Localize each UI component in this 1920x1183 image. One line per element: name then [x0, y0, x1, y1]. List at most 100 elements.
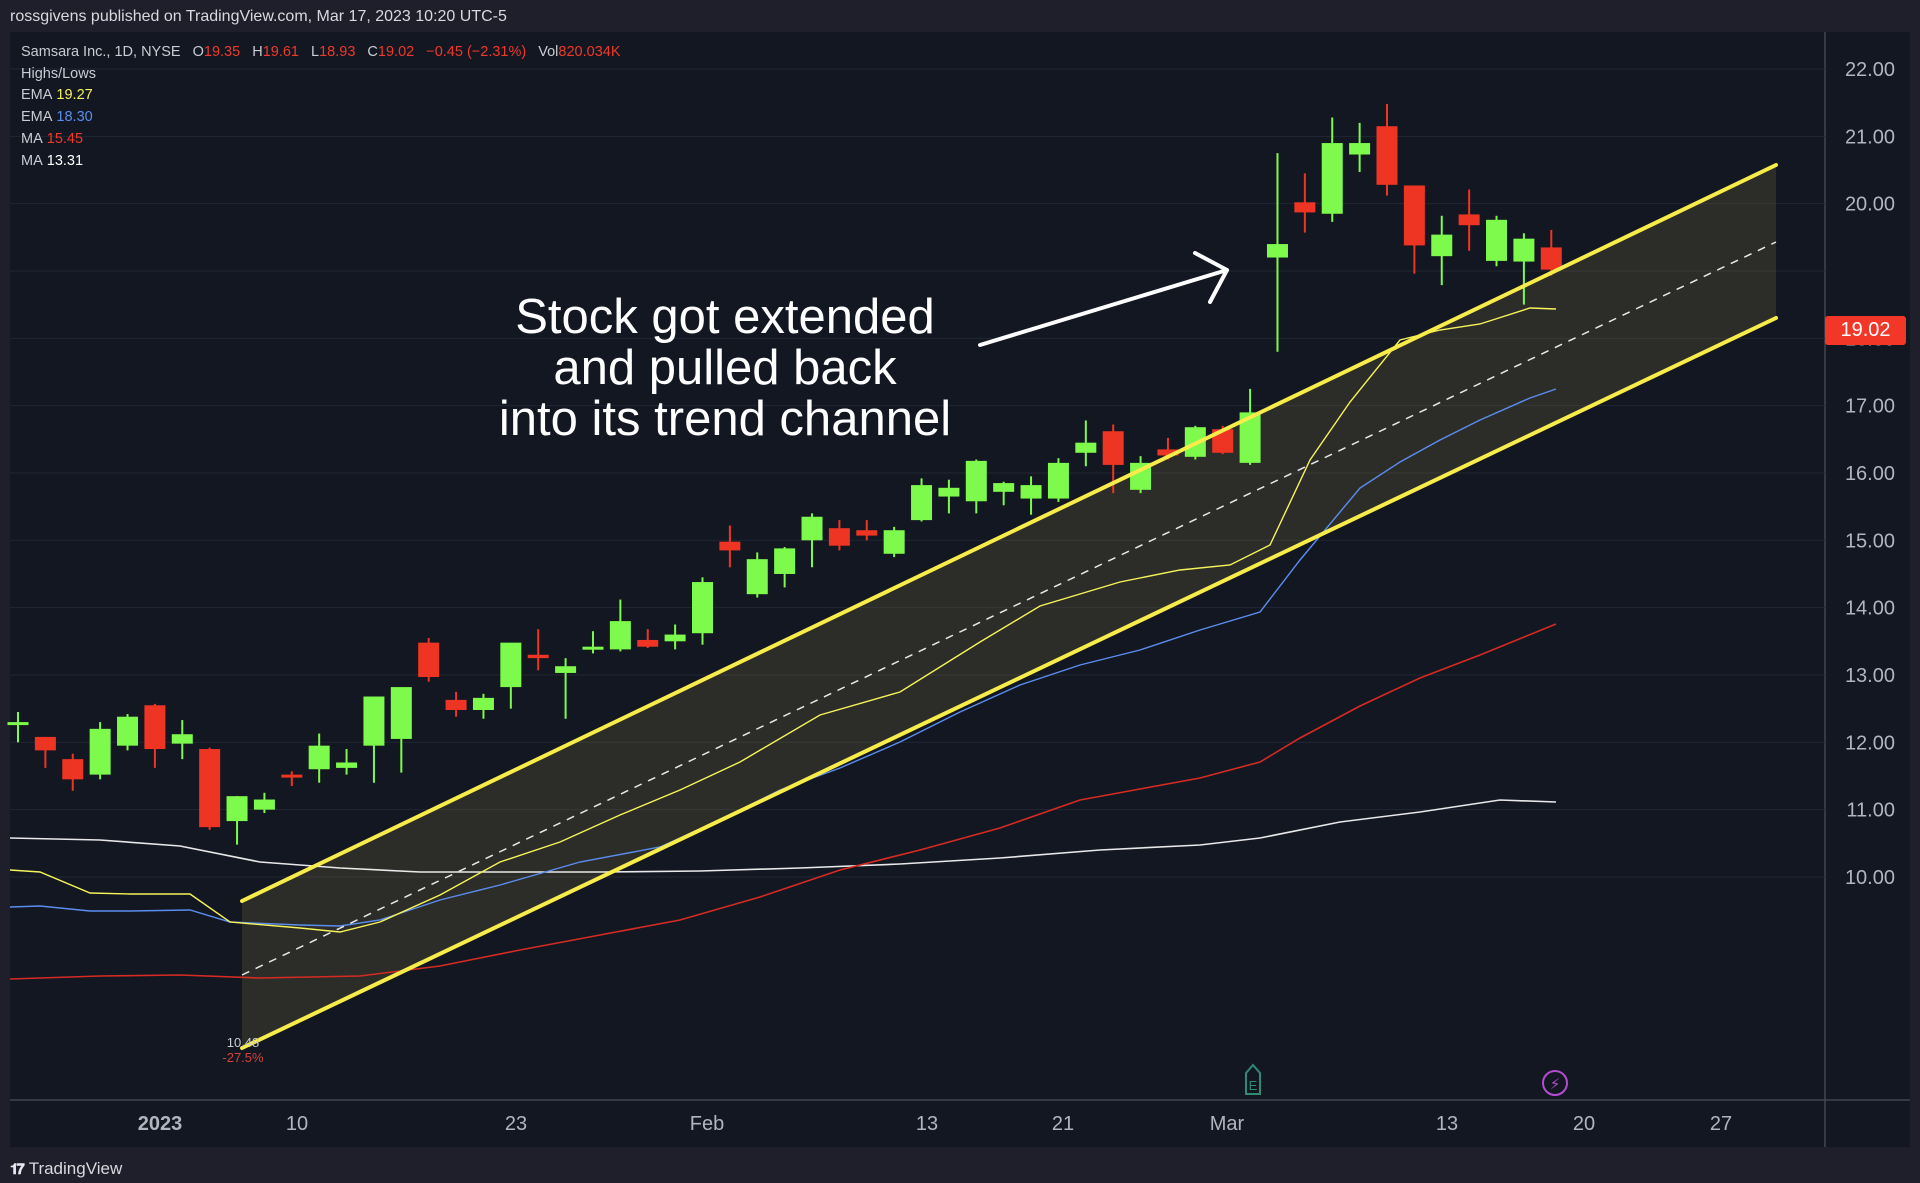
candle-bullish[interactable]: [801, 513, 823, 568]
channel-upper-line[interactable]: [240, 163, 1778, 903]
candle-bearish[interactable]: [445, 691, 467, 717]
candle-bullish[interactable]: [1486, 215, 1508, 267]
candle-bullish[interactable]: [1431, 215, 1453, 286]
candle-bearish[interactable]: [1458, 189, 1480, 251]
candle-bullish[interactable]: [1321, 117, 1343, 222]
candle-bullish[interactable]: [363, 696, 385, 783]
time-tick-label: 13: [916, 1113, 938, 1135]
time-tick-label: Mar: [1210, 1113, 1245, 1135]
candle-bullish[interactable]: [1047, 458, 1069, 502]
candle-bullish[interactable]: [938, 479, 960, 514]
candle-bullish[interactable]: [1349, 122, 1371, 173]
chart-legend: Samsara Inc., 1D, NYSE O19.35 H19.61 L18…: [21, 42, 629, 172]
legend-ohlc-row[interactable]: Samsara Inc., 1D, NYSE O19.35 H19.61 L18…: [21, 42, 629, 64]
candle-bearish[interactable]: [719, 525, 741, 568]
candle-bullish[interactable]: [171, 720, 193, 760]
candle-bearish[interactable]: [281, 771, 303, 787]
price-tick-label: 15.00: [1845, 530, 1895, 552]
candle-bullish[interactable]: [89, 722, 111, 780]
candle-bullish[interactable]: [664, 624, 686, 650]
earnings-event-icon[interactable]: [1245, 1063, 1261, 1095]
candle-bearish[interactable]: [1540, 229, 1562, 276]
candle-bullish[interactable]: [336, 749, 358, 775]
candle-bullish[interactable]: [117, 714, 139, 751]
candle-bullish[interactable]: [1239, 388, 1261, 465]
candle-bullish[interactable]: [555, 658, 577, 719]
candle-bullish[interactable]: [1266, 153, 1288, 352]
arrow-annotation[interactable]: [978, 268, 1229, 347]
candle-bullish[interactable]: [472, 693, 494, 719]
candle-bearish[interactable]: [637, 629, 659, 649]
candle-bullish[interactable]: [1130, 456, 1152, 494]
price-tick-label: 17.00: [1845, 396, 1895, 418]
channel-lower-line[interactable]: [240, 316, 1778, 1050]
candle-bullish[interactable]: [253, 792, 275, 813]
candle-bearish[interactable]: [527, 629, 549, 671]
candle-bullish[interactable]: [911, 478, 933, 522]
candle-bearish[interactable]: [62, 753, 84, 791]
time-tick-label: 27: [1710, 1113, 1732, 1135]
candle-bearish[interactable]: [144, 703, 166, 768]
candle-bullish[interactable]: [609, 599, 631, 652]
arrow-head-icon: [1193, 251, 1229, 304]
time-axis[interactable]: [10, 1100, 1910, 1147]
legend-high: H19.61: [252, 44, 299, 60]
time-tick-label: 13: [1436, 1113, 1458, 1135]
candle-bullish[interactable]: [308, 733, 330, 783]
channel-fill: [242, 165, 1776, 1048]
price-tick-label: 20.00: [1845, 194, 1895, 216]
candle-bullish[interactable]: [993, 481, 1015, 506]
last-price-tag: 19.02: [1825, 316, 1906, 345]
lightning-event-icon[interactable]: [1542, 1070, 1568, 1096]
candle-bearish[interactable]: [856, 520, 878, 541]
candle-bullish[interactable]: [582, 631, 604, 654]
candle-bullish[interactable]: [774, 547, 796, 588]
candle-bearish[interactable]: [828, 520, 850, 551]
price-axis[interactable]: [1825, 32, 1910, 1100]
channel-midline[interactable]: [241, 241, 1777, 976]
candle-bullish[interactable]: [965, 459, 987, 514]
tradingview-logo[interactable]: 𝟏𝟕 TradingView: [10, 1158, 122, 1180]
candle-bullish[interactable]: [746, 552, 768, 598]
time-tick-label: 23: [505, 1113, 527, 1135]
legend-low: L18.93: [311, 44, 356, 60]
price-tick-label: 13.00: [1845, 665, 1895, 687]
legend-ema-fast[interactable]: EMA 19.27: [21, 87, 93, 104]
legend-ma-long[interactable]: MA 13.31: [21, 152, 84, 169]
candle-bullish[interactable]: [390, 687, 412, 773]
candle-bullish[interactable]: [1513, 233, 1535, 305]
candle-bearish[interactable]: [1294, 173, 1316, 233]
tradingview-brand: TradingView: [28, 1159, 123, 1178]
candle-bullish[interactable]: [500, 642, 522, 709]
candle-bullish[interactable]: [7, 712, 29, 743]
candle-bearish[interactable]: [418, 637, 440, 682]
publisher-header: rossgivens published on TradingView.com,…: [10, 8, 507, 25]
candle-bullish[interactable]: [1020, 476, 1042, 515]
legend-symbol[interactable]: Samsara Inc., 1D, NYSE: [21, 44, 181, 60]
candle-bearish[interactable]: [1403, 185, 1425, 274]
legend-ma-mid[interactable]: MA 15.45: [21, 130, 84, 147]
chart-text-annotation[interactable]: Stock got extended and pulled back into …: [498, 290, 952, 446]
legend-highs-lows[interactable]: Highs/Lows: [21, 65, 96, 82]
legend-volume: Vol820.034K: [538, 44, 621, 60]
ma-mid-line: [9, 623, 1557, 980]
candle-bearish[interactable]: [1376, 104, 1398, 196]
price-tick-label: 22.00: [1845, 59, 1895, 81]
candle-bearish[interactable]: [199, 747, 221, 830]
ema-fast-line: [9, 307, 1557, 933]
candle-bullish[interactable]: [1075, 420, 1097, 467]
candle-bullish[interactable]: [226, 796, 248, 845]
time-tick-label: 2023: [138, 1113, 183, 1135]
ma-long-line: [9, 799, 1557, 873]
plot-area[interactable]: [10, 32, 1825, 1100]
candle-bullish[interactable]: [883, 526, 905, 558]
legend-ema-slow[interactable]: EMA 18.30: [21, 109, 93, 126]
legend-change: −0.45 (−2.31%): [426, 44, 527, 60]
price-tick-label: 10.00: [1845, 867, 1895, 889]
price-tick-label: 11.00: [1846, 800, 1895, 822]
price-tick-label: 14.00: [1845, 598, 1895, 620]
time-tick-label: Feb: [690, 1113, 724, 1135]
candle-bearish[interactable]: [34, 736, 56, 768]
candle-bullish[interactable]: [692, 577, 713, 645]
